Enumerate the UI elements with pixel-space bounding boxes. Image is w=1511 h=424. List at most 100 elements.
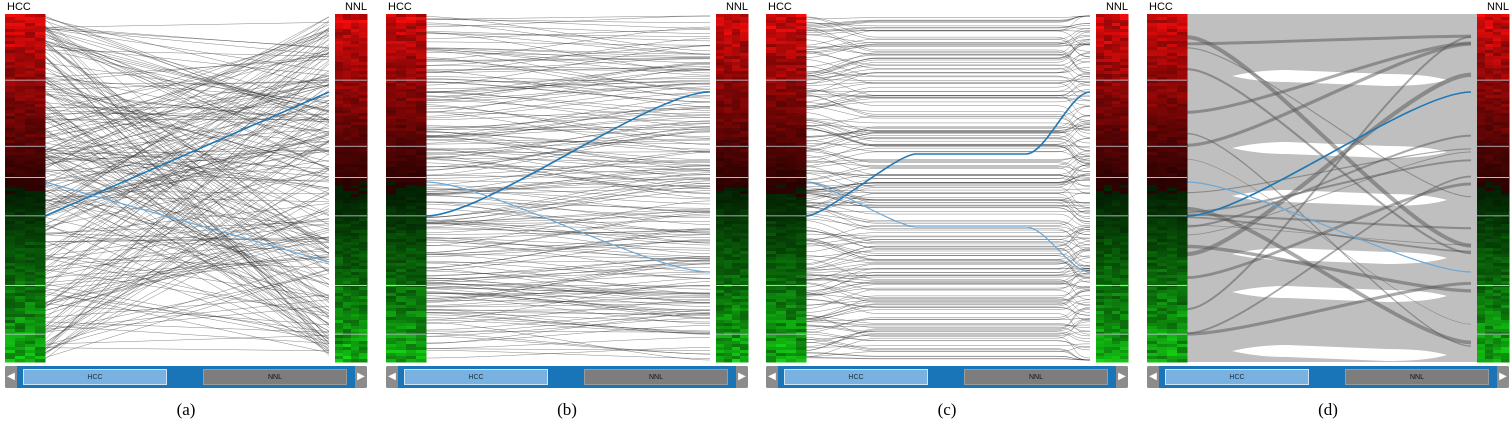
heatmap-cell <box>1485 335 1494 339</box>
heatmap-cell <box>35 35 46 39</box>
heatmap-cell <box>25 269 36 273</box>
heatmap-cell <box>1493 212 1502 216</box>
heatmap-cell <box>1104 143 1113 147</box>
heatmap-cell <box>396 188 407 192</box>
heatmap-cell <box>386 203 397 207</box>
heatmap-cell <box>351 146 360 150</box>
link-line <box>805 181 1091 225</box>
link-line <box>805 321 1091 347</box>
nav-segment-hcc[interactable]: HCC <box>404 369 548 385</box>
nav-segment-hcc[interactable]: HCC <box>784 369 928 385</box>
heatmap-cell <box>406 137 417 141</box>
heatmap-cell <box>15 317 26 321</box>
heatmap-cell <box>1493 56 1502 60</box>
heatmap-cell <box>766 233 777 237</box>
heatmap-cell <box>396 125 407 129</box>
heatmap-cell <box>1120 53 1129 57</box>
heatmap-cell <box>1096 209 1105 213</box>
nav-segment-hcc[interactable]: HCC <box>1165 369 1309 385</box>
heatmap-cell <box>15 122 26 126</box>
heatmap-cell <box>1112 197 1121 201</box>
link-line <box>425 221 711 246</box>
heatmap-cell <box>359 113 368 117</box>
heatmap-cell <box>406 77 417 81</box>
heatmap-cell <box>1104 65 1113 69</box>
heatmap-cell <box>766 314 777 318</box>
link-line <box>425 99 711 118</box>
chevron-left-icon[interactable]: ◀ <box>766 366 778 388</box>
heatmap-cell <box>351 293 360 297</box>
nav-segment-nnl[interactable]: NNL <box>1345 369 1489 385</box>
link-line <box>805 79 1091 82</box>
nav-segment-nnl[interactable]: NNL <box>203 369 347 385</box>
heatmap-cell <box>406 338 417 342</box>
heatmap-cell <box>1501 89 1510 93</box>
heatmap-cell <box>732 164 741 168</box>
heatmap-cell <box>1096 191 1105 195</box>
heatmap-cell <box>359 131 368 135</box>
heatmap-cell <box>15 350 26 354</box>
heatmap-cell <box>416 191 427 195</box>
heatmap-cell <box>1501 308 1510 312</box>
chevron-right-icon[interactable]: ▶ <box>736 366 748 388</box>
heatmap-cell <box>359 350 368 354</box>
heatmap-cell <box>716 239 725 243</box>
heatmap-cell <box>786 77 797 81</box>
chevron-right-icon[interactable]: ▶ <box>1116 366 1128 388</box>
heatmap-cell <box>1485 251 1494 255</box>
heatmap-cell <box>766 146 777 150</box>
heatmap-cell <box>1485 44 1494 48</box>
heatmap-cell <box>1477 197 1486 201</box>
chevron-left-icon[interactable]: ◀ <box>386 366 398 388</box>
heatmap-cell <box>1147 38 1158 42</box>
heatmap-cell <box>1485 260 1494 264</box>
heatmap-cell <box>15 155 26 159</box>
heatmap-cell <box>796 167 807 171</box>
heatmap-cell <box>716 101 725 105</box>
heatmap-cell <box>786 134 797 138</box>
link-line <box>44 134 330 217</box>
heatmap-cell <box>732 200 741 204</box>
heatmap-cell <box>1096 245 1105 249</box>
heatmap-cell <box>1112 233 1121 237</box>
chevron-left-icon[interactable]: ◀ <box>1147 366 1159 388</box>
heatmap-cell <box>1104 317 1113 321</box>
heatmap-cell <box>359 326 368 330</box>
heatmap-cell <box>1112 227 1121 231</box>
heatmap-cell <box>416 146 427 150</box>
heatmap-cell <box>343 140 352 144</box>
chevron-right-icon[interactable]: ▶ <box>355 366 367 388</box>
link-line <box>425 312 711 315</box>
heatmap-cell <box>35 170 46 174</box>
heatmap-cell <box>416 269 427 273</box>
heatmap-cell <box>796 335 807 339</box>
heatmap-cell <box>776 74 787 78</box>
link-line <box>44 55 330 344</box>
heatmap-cell <box>1112 101 1121 105</box>
heatmap-cell <box>406 110 417 114</box>
heatmap-cell <box>1104 38 1113 42</box>
heatmap-cell <box>740 293 749 297</box>
heatmap-cell <box>1485 134 1494 138</box>
chevron-right-icon[interactable]: ▶ <box>1497 366 1509 388</box>
heatmap-cell <box>1485 179 1494 183</box>
heatmap-cell <box>396 77 407 81</box>
heatmap-cell <box>1167 206 1178 210</box>
chevron-left-icon[interactable]: ◀ <box>5 366 17 388</box>
heatmap-cell <box>1096 248 1105 252</box>
nav-segment-hcc[interactable]: HCC <box>23 369 167 385</box>
nav-segment-nnl[interactable]: NNL <box>964 369 1108 385</box>
heatmap-cell <box>1177 266 1188 270</box>
heatmap-cell <box>351 134 360 138</box>
heatmap-cell <box>351 53 360 57</box>
heatmap-cell <box>1104 218 1113 222</box>
heatmap-cell <box>359 266 368 270</box>
nav-segment-nnl[interactable]: NNL <box>584 369 728 385</box>
heatmap-cell <box>1096 338 1105 342</box>
heatmap-cell <box>716 158 725 162</box>
heatmap-cell <box>1096 194 1105 198</box>
panel-c: HCC NNL ◀ HCC NNL ▶ (c) <box>766 0 1132 424</box>
link-line <box>425 317 711 332</box>
heatmap-cell <box>732 197 741 201</box>
heatmap-cell <box>1157 206 1168 210</box>
